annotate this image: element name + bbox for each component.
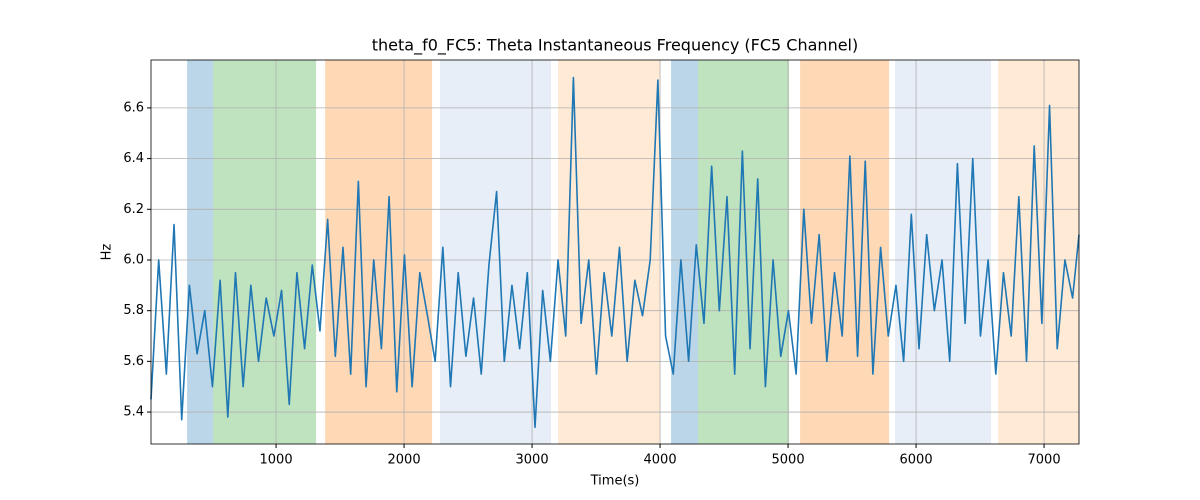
x-tick-label: 2000 [388,453,421,468]
x-tick-label: 1000 [260,453,293,468]
y-tick-label: 5.8 [123,303,144,318]
y-axis-label: Hz [100,244,115,261]
y-tick-label: 5.6 [123,354,144,369]
plot-frame [150,59,1080,445]
y-tick-label: 5.4 [123,405,144,420]
x-tick-label: 7000 [1028,453,1061,468]
y-tick-label: 6.6 [123,100,144,115]
shaded-span [213,60,317,444]
x-tick-label: 4000 [644,453,677,468]
data-line [150,76,1080,429]
shaded-span [440,60,551,444]
shaded-span [325,60,433,444]
shaded-span [800,60,890,444]
y-tick-label: 6.2 [123,202,144,217]
y-tick-label: 6.0 [123,252,144,267]
x-tick-label: 3000 [516,453,549,468]
x-axis-label: Time(s) [590,474,640,489]
x-tick-label: 5000 [772,453,805,468]
shaded-span [895,60,992,444]
shaded-span [698,60,790,444]
shaded-span [187,60,214,444]
y-tick-label: 6.4 [123,151,144,166]
shaded-span [558,60,661,444]
x-tick-label: 6000 [900,453,933,468]
shaded-span [671,60,699,444]
chart-title: theta_f0_FC5: Theta Instantaneous Freque… [372,36,858,56]
